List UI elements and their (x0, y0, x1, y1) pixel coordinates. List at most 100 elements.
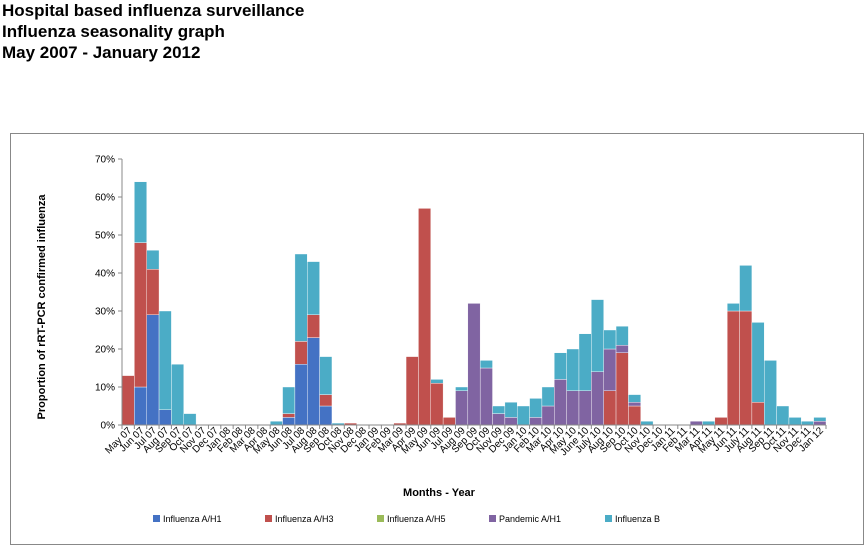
bar-segment (146, 249, 160, 270)
bar-segment (603, 390, 617, 426)
bar-segment (566, 390, 580, 426)
bar-segment (566, 348, 580, 391)
legend-swatch (489, 515, 496, 522)
bar-segment (603, 329, 617, 350)
bar-segment (504, 417, 518, 426)
bar-segment (307, 314, 320, 338)
bar-segment (307, 337, 320, 426)
bar-segment (788, 417, 802, 426)
bar-segment (640, 421, 654, 426)
y-axis-label: Proportion of rRT-PCR confirmed influenz… (36, 194, 48, 420)
legend-label: Influenza A/H3 (275, 514, 334, 524)
bar-segment (319, 356, 333, 395)
legend-swatch (265, 515, 272, 522)
y-tick-label: 40% (95, 269, 115, 280)
y-tick-label: 20% (95, 345, 115, 356)
bar-segment (776, 405, 790, 426)
bar-segment (751, 322, 765, 403)
x-axis-label: Months - Year (403, 487, 476, 499)
bar-segment (442, 417, 456, 426)
bar-segment (578, 390, 592, 426)
bar-segment (739, 265, 753, 312)
bar-segment (319, 405, 333, 426)
bar-segment (146, 314, 160, 426)
bar-segment (134, 181, 147, 243)
bar-segment (554, 379, 567, 426)
bar-segment (739, 310, 753, 426)
bar-segment (541, 405, 555, 426)
bar-segment (270, 421, 283, 426)
bar-segment (517, 405, 530, 426)
bar-segment (492, 405, 506, 414)
bar-segment (813, 421, 827, 426)
bar-segment (467, 303, 481, 426)
legend-label: Influenza A/H1 (163, 514, 222, 524)
title-line-1: Hospital based influenza surveillance (2, 1, 305, 20)
y-tick-label: 30% (95, 307, 115, 318)
bar-segment (591, 299, 604, 373)
bar-segment (294, 253, 308, 342)
bar-segment (628, 405, 641, 426)
bar-segment (504, 402, 518, 418)
bar-segment (714, 417, 728, 426)
bar-segment (479, 360, 493, 369)
title-line-3: May 2007 - January 2012 (2, 43, 201, 62)
bar-segment (801, 421, 814, 426)
bar-segment (405, 356, 419, 426)
legend-label: Pandemic A/H1 (499, 514, 561, 524)
bar-segment (615, 326, 629, 346)
bar-segment (554, 352, 567, 380)
bar-segment (751, 402, 765, 426)
bar-segment (146, 269, 160, 316)
bar-segment (319, 394, 333, 407)
bar-segment (134, 242, 147, 388)
bar-segment (702, 421, 716, 426)
y-tick-label: 60% (95, 193, 115, 204)
bar-segment (541, 386, 555, 407)
y-tick-label: 10% (95, 383, 115, 394)
bar-segment (813, 417, 827, 422)
legend-swatch (605, 515, 612, 522)
bar-segment (479, 367, 493, 426)
bar-segment (158, 409, 172, 426)
bar-segment (529, 417, 543, 426)
bar-segment (529, 398, 543, 418)
bar-segment (134, 386, 147, 426)
bar-segment (282, 413, 296, 418)
bar-segment (615, 345, 629, 354)
bar-segment (726, 303, 740, 312)
bar-segment (455, 390, 469, 426)
bar-segment (430, 379, 444, 384)
bar-segment (492, 413, 506, 426)
bar-segment (121, 375, 135, 426)
legend-label: Influenza B (615, 514, 660, 524)
bar-segment (183, 413, 197, 426)
y-tick-label: 0% (101, 421, 116, 432)
bar-segment (628, 402, 641, 407)
chart-title: Hospital based influenza surveillance In… (2, 0, 304, 63)
bar-segment (591, 371, 604, 426)
legend-swatch (153, 515, 160, 522)
bar-segment (418, 208, 431, 426)
bar-segment (294, 364, 308, 426)
bar-segment (171, 364, 184, 426)
bar-segment (726, 310, 740, 426)
bar-segment (628, 394, 641, 403)
bar-segment (615, 352, 629, 426)
y-tick-label: 70% (95, 155, 115, 166)
title-line-2: Influenza seasonality graph (2, 22, 225, 41)
bar-segment (158, 310, 172, 411)
bar-segment (307, 261, 320, 316)
y-tick-label: 50% (95, 231, 115, 242)
bar-segment (282, 417, 296, 426)
bar-segment (603, 348, 617, 391)
bar-segment (764, 360, 777, 426)
bar-segment (294, 341, 308, 365)
bar-segment (430, 383, 444, 426)
bar-segment (578, 333, 592, 391)
legend-swatch (377, 515, 384, 522)
legend-label: Influenza A/H5 (387, 514, 446, 524)
bar-segment (282, 386, 296, 414)
bar-segment (689, 421, 703, 426)
